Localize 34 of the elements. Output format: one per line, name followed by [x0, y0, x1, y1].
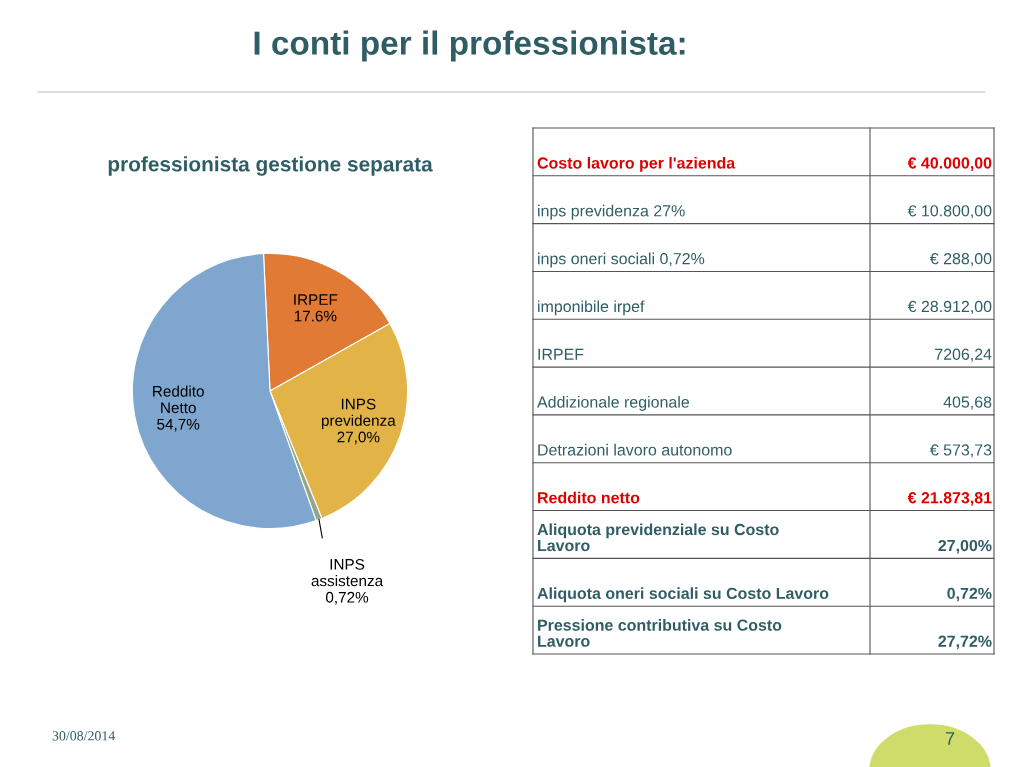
text: 7 — [945, 732, 955, 745]
text: 405,68 — [943, 396, 992, 410]
text: imponibile irpef — [538, 300, 645, 316]
text: 7206,24 — [935, 348, 992, 362]
text: € 28.912,00 — [907, 300, 992, 314]
text: Aliquota previdenziale su Costo Lavoro — [537, 523, 779, 552]
text: € 573,73 — [929, 444, 992, 458]
data-label: 17.6% — [294, 310, 337, 322]
data-label: 27,0% — [337, 431, 380, 445]
data-label: 0,72% — [325, 591, 369, 605]
chart-title: professionista gestione separata — [108, 156, 433, 176]
text: I conti per il professionista: — [254, 30, 685, 62]
text: IRPEF — [538, 348, 584, 360]
text: Aliquota oneri sociali su Costo Lavoro — [537, 587, 829, 603]
text: Detrazioni lavoro autonomo — [538, 443, 732, 456]
text: 27,00% — [938, 539, 992, 554]
text: Addizionale regionale — [537, 396, 690, 411]
data-label: 54,7% — [157, 418, 200, 432]
text: 27,72% — [938, 635, 992, 650]
text: 30/08/2014 — [52, 731, 116, 741]
slice-label: INPS previdenza — [321, 398, 396, 429]
text: € 10.800,00 — [907, 205, 992, 219]
text: € 288,00 — [929, 252, 992, 267]
text: Reddito netto — [538, 491, 640, 504]
text: € 21.873,81 — [907, 492, 992, 506]
slice-label: IRPEF — [294, 294, 338, 305]
text: € 40.000,00 — [907, 157, 992, 171]
slice-label: Reddito Netto — [153, 385, 204, 414]
text: inps previdenza 27% — [538, 204, 685, 220]
text: Pressione contributiva su Costo Lavoro — [538, 619, 782, 647]
text: inps oneri sociali 0,72% — [538, 252, 705, 268]
text: 0,72% — [947, 587, 992, 602]
text: Costo lavoro per l'azienda — [537, 156, 736, 172]
slice-label: INPS assistenza — [311, 558, 384, 587]
